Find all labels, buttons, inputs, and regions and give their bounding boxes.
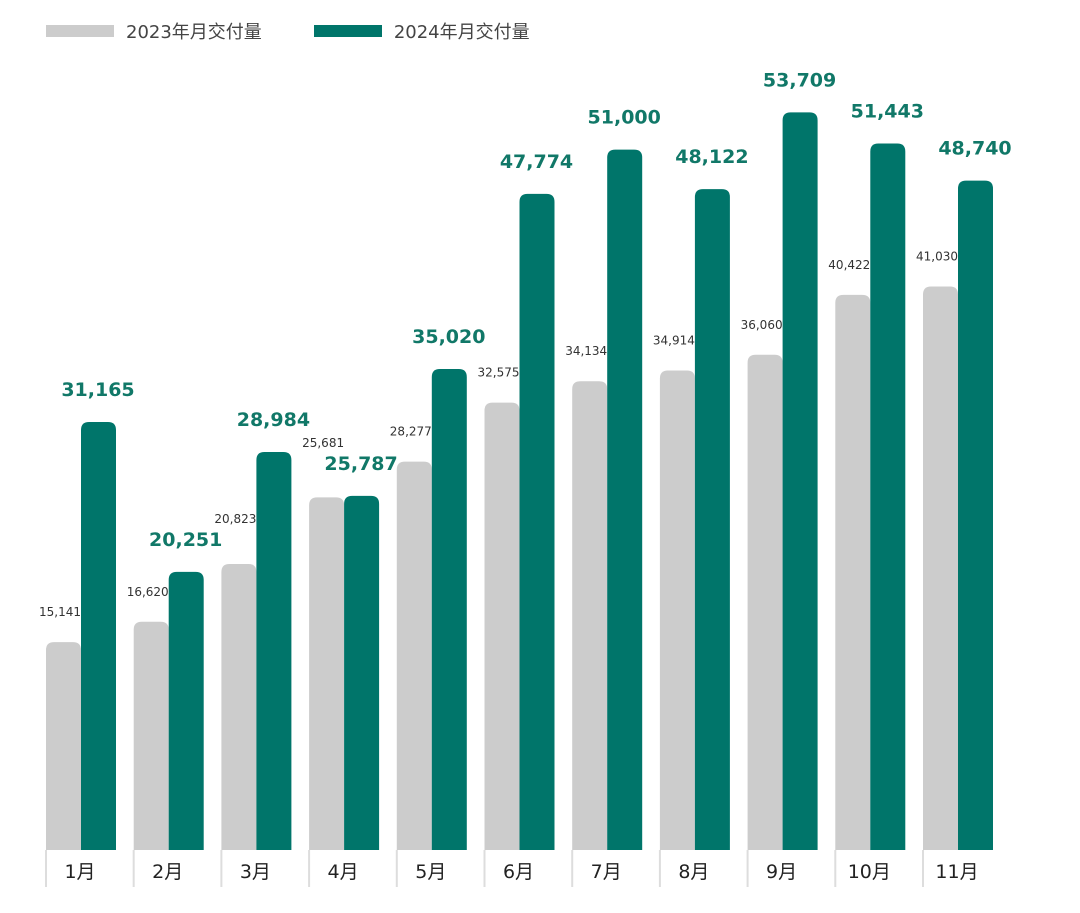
x-tick-label-6: 6月 bbox=[503, 861, 534, 883]
bar-2023-3 bbox=[221, 564, 257, 850]
value-label-2024-1: 31,165 bbox=[61, 379, 134, 401]
x-tick-label-8: 8月 bbox=[678, 861, 709, 883]
x-tick-label-11: 11月 bbox=[935, 861, 978, 883]
x-tick-label-3: 3月 bbox=[240, 861, 271, 883]
value-label-2023-10: 40,422 bbox=[828, 258, 870, 272]
x-tick-label-5: 5月 bbox=[415, 861, 446, 883]
bar-2024-5 bbox=[431, 369, 467, 850]
bar-2024-4 bbox=[344, 495, 380, 850]
value-label-2023-2: 16,620 bbox=[127, 585, 169, 599]
value-label-2024-4: 25,787 bbox=[324, 453, 397, 475]
value-label-2023-3: 20,823 bbox=[214, 512, 256, 526]
bar-2023-2 bbox=[133, 621, 169, 850]
bar-2024-9 bbox=[782, 112, 818, 850]
bar-2024-7 bbox=[607, 149, 643, 851]
value-label-2024-2: 20,251 bbox=[149, 529, 222, 551]
x-tick-label-9: 9月 bbox=[766, 861, 797, 883]
bar-2023-1 bbox=[46, 642, 81, 850]
legend-swatch-2023 bbox=[46, 25, 114, 37]
bar-2023-8 bbox=[659, 370, 695, 850]
value-label-2024-10: 51,443 bbox=[851, 101, 924, 123]
legend: 2023年月交付量 2024年月交付量 bbox=[46, 18, 582, 44]
bar-2024-8 bbox=[694, 189, 730, 850]
bar-2024-11 bbox=[958, 180, 993, 850]
bar-2023-9 bbox=[747, 354, 783, 850]
value-label-2024-6: 47,774 bbox=[500, 151, 573, 173]
bar-2023-5 bbox=[396, 461, 432, 850]
x-tick-label-10: 10月 bbox=[848, 861, 891, 883]
bar-2024-3 bbox=[256, 451, 292, 850]
value-label-2023-1: 15,141 bbox=[39, 605, 81, 619]
value-label-2023-7: 34,134 bbox=[565, 344, 607, 358]
value-label-2024-7: 51,000 bbox=[588, 107, 661, 129]
legend-swatch-2024 bbox=[313, 25, 382, 37]
value-label-2024-9: 53,709 bbox=[763, 69, 836, 91]
bar-2024-6 bbox=[519, 193, 555, 850]
legend-label-2024: 2024年月交付量 bbox=[393, 22, 530, 43]
value-label-2024-11: 48,740 bbox=[938, 138, 1011, 160]
bar-2024-1 bbox=[81, 422, 116, 850]
value-label-2023-6: 32,575 bbox=[478, 366, 520, 380]
x-tick-label-7: 7月 bbox=[591, 861, 622, 883]
bar-2024-10 bbox=[870, 143, 906, 851]
value-label-2023-5: 28,277 bbox=[390, 425, 432, 439]
value-label-2024-5: 35,020 bbox=[412, 326, 485, 348]
bar-2023-11 bbox=[923, 286, 958, 850]
value-label-2023-4: 25,681 bbox=[302, 436, 344, 450]
value-label-2024-8: 48,122 bbox=[675, 146, 748, 168]
x-tick-label-4: 4月 bbox=[328, 861, 359, 883]
bar-2023-4 bbox=[309, 497, 345, 850]
value-label-2023-8: 34,914 bbox=[653, 334, 695, 348]
x-tick-label-2: 2月 bbox=[152, 861, 183, 883]
value-label-2023-9: 36,060 bbox=[741, 318, 783, 332]
legend-item-2023: 2023年月交付量 bbox=[46, 18, 262, 44]
legend-item-2024: 2024年月交付量 bbox=[313, 18, 530, 44]
bar-2023-6 bbox=[484, 402, 520, 850]
legend-label-2023: 2023年月交付量 bbox=[126, 22, 262, 43]
value-label-2023-11: 41,030 bbox=[916, 250, 958, 264]
bar-2024-2 bbox=[168, 571, 204, 850]
value-label-2024-3: 28,984 bbox=[237, 409, 310, 431]
x-tick-label-1: 1月 bbox=[64, 861, 95, 883]
bar-2023-7 bbox=[572, 381, 608, 850]
bar-2023-10 bbox=[835, 294, 871, 850]
